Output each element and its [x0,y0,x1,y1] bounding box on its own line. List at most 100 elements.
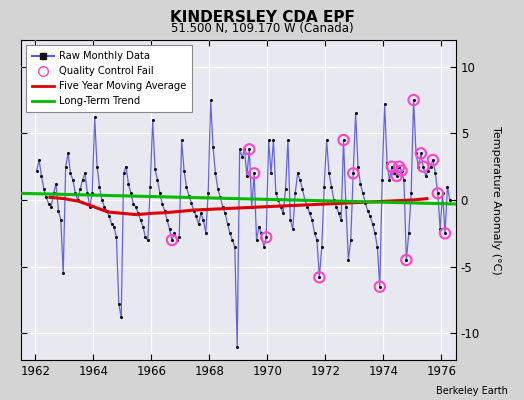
Point [397,168,406,174]
Point [241,146,249,152]
Point [279,210,287,216]
Point [172,237,181,243]
Point [429,157,437,163]
Point [443,184,452,190]
Point [262,234,270,240]
Point [134,210,143,216]
Point [342,204,350,210]
Point [315,274,323,280]
Point [344,257,353,263]
Point [61,164,70,170]
Point [337,217,345,223]
Point [303,204,311,210]
Point [194,221,203,227]
Text: 51.500 N, 109.170 W (Canada): 51.500 N, 109.170 W (Canada) [171,22,353,35]
Point [85,204,94,210]
Point [57,217,65,223]
Point [76,186,84,192]
Point [388,164,396,170]
Point [202,230,210,236]
Point [409,97,418,103]
Point [277,204,285,210]
Point [146,184,155,190]
Point [216,194,224,200]
Point [385,177,394,183]
Point [117,314,125,320]
Point [405,230,413,236]
Point [373,244,381,250]
Point [354,164,362,170]
Point [119,170,128,176]
Point [170,230,179,236]
Point [81,170,89,176]
Point [421,173,430,179]
Point [392,173,401,179]
Point [168,237,176,243]
Point [47,204,56,210]
Point [267,170,275,176]
Point [298,186,307,192]
Point [178,137,186,143]
Point [445,197,454,203]
Point [253,237,261,243]
Point [301,197,309,203]
Point [132,204,140,210]
Point [332,204,341,210]
Point [328,184,336,190]
Text: Berkeley Earth: Berkeley Earth [436,386,508,396]
Point [322,137,331,143]
Point [262,234,270,240]
Point [269,137,278,143]
Point [371,230,379,236]
Point [223,221,232,227]
Point [139,224,147,230]
Point [310,230,319,236]
Point [388,164,396,170]
Point [103,208,111,214]
Point [144,237,152,243]
Point [368,221,377,227]
Point [414,164,423,170]
Point [163,217,171,223]
Point [245,146,254,152]
Point [293,170,302,176]
Point [356,181,365,187]
Legend: Raw Monthly Data, Quality Control Fail, Five Year Moving Average, Long-Term Tren: Raw Monthly Data, Quality Control Fail, … [26,45,192,112]
Point [156,190,164,196]
Point [107,221,116,227]
Point [233,344,242,350]
Point [395,164,403,170]
Point [361,200,369,206]
Point [392,173,401,179]
Point [49,190,58,196]
Point [376,284,384,290]
Point [211,170,220,176]
Point [122,164,130,170]
Point [45,201,53,207]
Point [59,270,68,276]
Point [286,217,294,223]
Point [257,230,266,236]
Point [52,181,60,187]
Point [318,244,326,250]
Point [95,184,104,190]
Point [366,213,374,219]
Point [182,184,191,190]
Point [175,234,183,240]
Point [226,230,234,236]
Point [209,144,217,150]
Point [427,164,435,170]
Point [219,204,227,210]
Point [346,237,355,243]
Point [378,177,386,183]
Point [112,234,121,240]
Point [409,97,418,103]
Point [204,190,212,196]
Point [54,208,62,214]
Point [91,114,99,120]
Point [296,177,304,183]
Point [245,146,254,152]
Point [97,197,106,203]
Y-axis label: Temperature Anomaly (°C): Temperature Anomaly (°C) [491,126,501,274]
Point [238,154,246,160]
